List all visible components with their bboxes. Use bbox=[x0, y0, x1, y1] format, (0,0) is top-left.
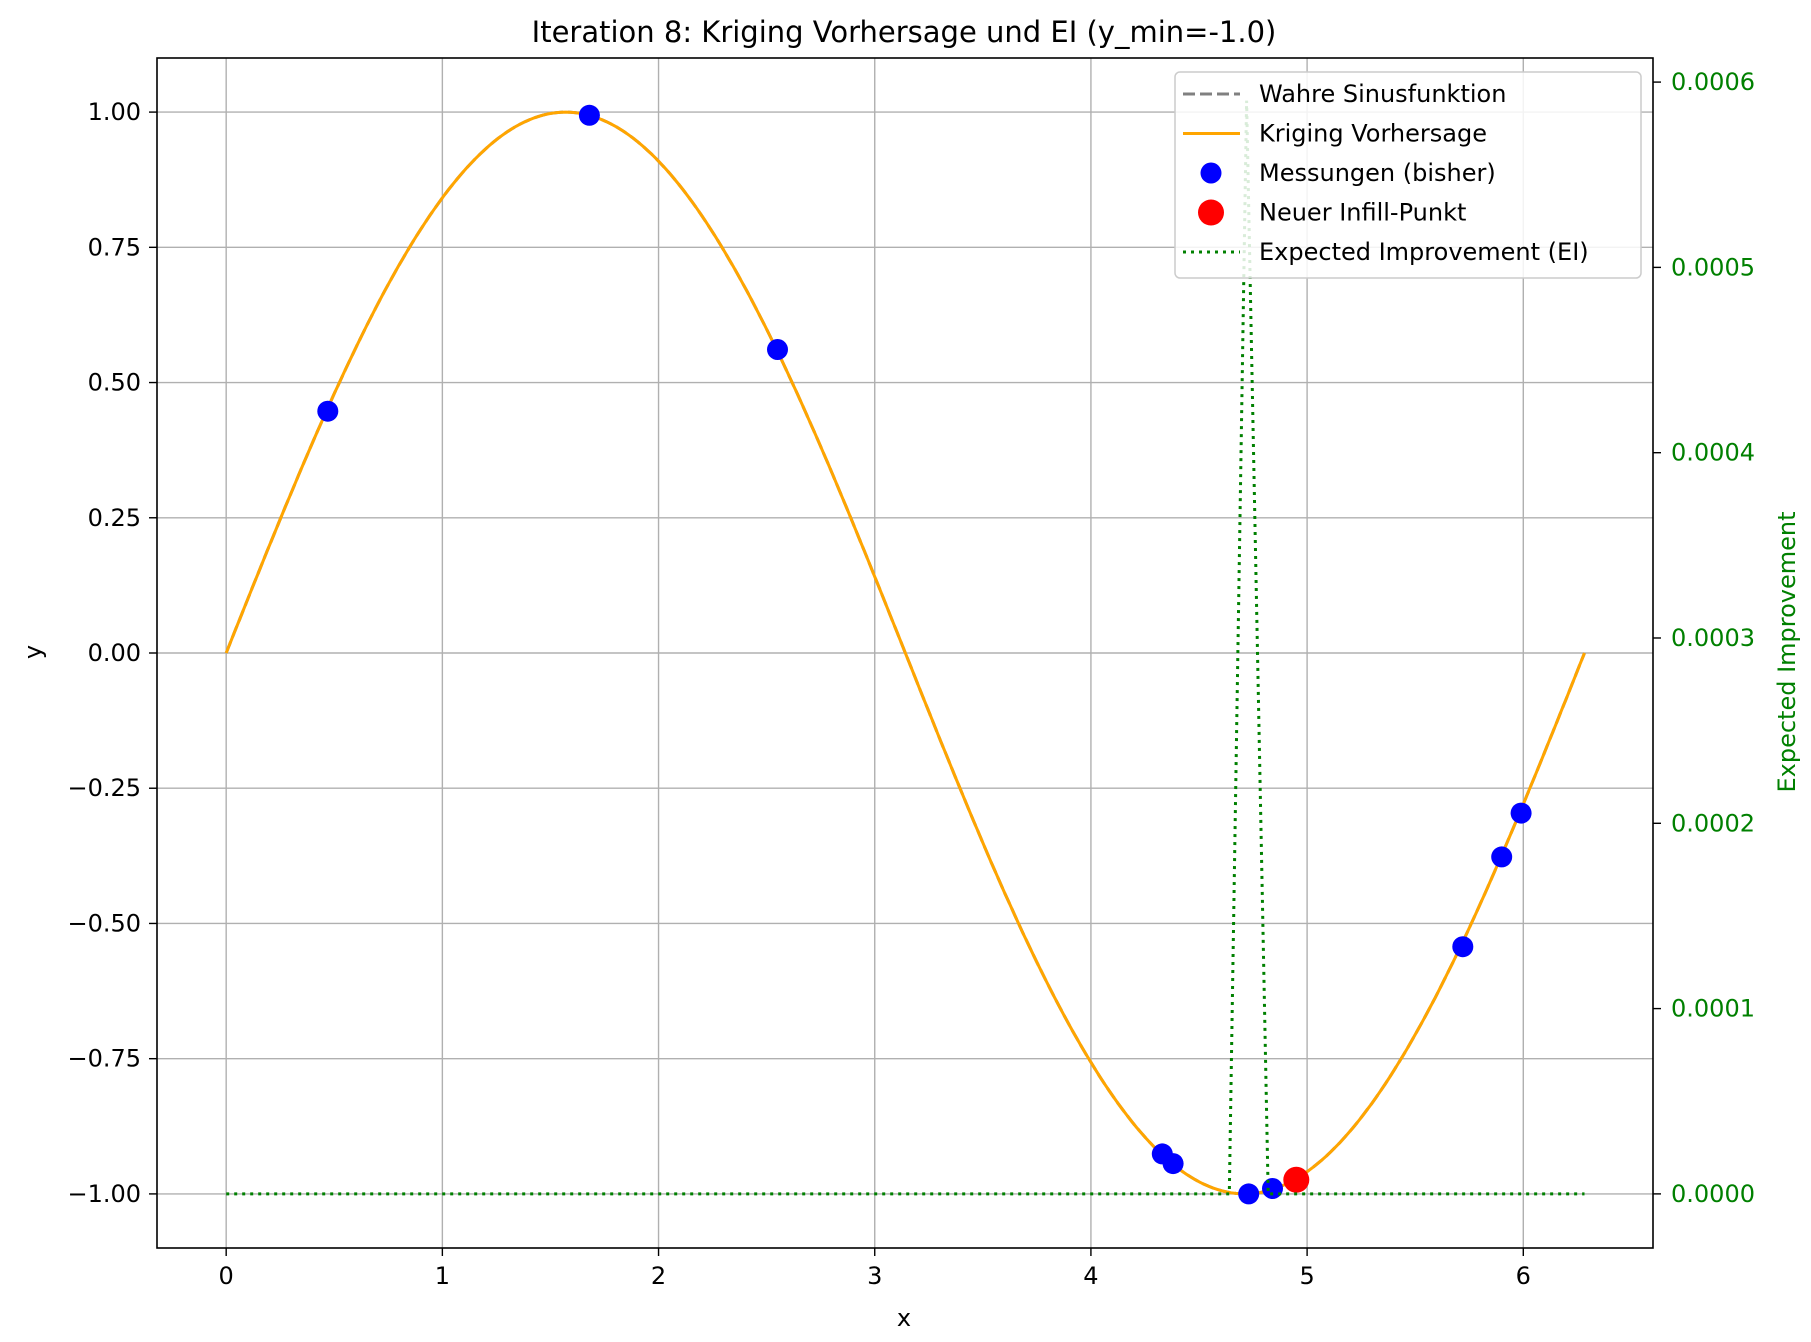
y-tick-label: −0.75 bbox=[67, 1045, 141, 1073]
chart-title: Iteration 8: Kriging Vorhersage und EI (… bbox=[532, 15, 1277, 49]
y2-axis: 0.0000 0.0001 0.0002 0.0003 0.0004 0.0005 0.00… bbox=[1653, 68, 1755, 1208]
y2-tick-label: 0.0004 bbox=[1671, 439, 1755, 467]
x-tick-label: 5 bbox=[1299, 1262, 1314, 1290]
series-2-point bbox=[1238, 1183, 1260, 1205]
x-tick-label: 0 bbox=[219, 1262, 234, 1290]
legend-entry-2-label: Messungen (bisher) bbox=[1259, 159, 1496, 187]
series-3-point bbox=[1283, 1166, 1310, 1193]
x-tick-label: 1 bbox=[435, 1262, 450, 1290]
y-tick-label: −0.25 bbox=[67, 774, 141, 802]
y2-tick-label: 0.0000 bbox=[1671, 1180, 1755, 1208]
legend-entry-3-swatch bbox=[1198, 199, 1224, 226]
series-2-point bbox=[317, 400, 339, 422]
x-tick-label: 6 bbox=[1516, 1262, 1531, 1290]
y-tick-label: −1.00 bbox=[67, 1180, 141, 1208]
y-tick-label: 0.00 bbox=[88, 639, 141, 667]
y-axis-label: y bbox=[19, 645, 47, 659]
y-axis: 1.00 0.75 0.50 0.25 0.00 −0.25 −0.50 −0.75 −1.00 bbox=[67, 98, 157, 1208]
x-tick-label: 2 bbox=[651, 1262, 666, 1290]
y2-axis-label: Expected Improvement bbox=[1773, 511, 1801, 792]
legend: Wahre Sinusfunktion Kriging Vorhersage Mes… bbox=[1174, 71, 1642, 279]
legend-box bbox=[1174, 71, 1642, 279]
series-2-point bbox=[1510, 802, 1532, 824]
series-2-point bbox=[1262, 1178, 1283, 1199]
legend-entry-3-label: Neuer Infill-Punkt bbox=[1259, 199, 1466, 227]
series-2-point bbox=[1491, 846, 1513, 868]
series-2-point bbox=[767, 339, 788, 360]
x-axis-label: x bbox=[897, 1304, 911, 1332]
y-tick-label: 0.25 bbox=[88, 504, 141, 532]
series-2-point bbox=[578, 104, 600, 126]
series-2-point bbox=[1162, 1153, 1184, 1175]
x-axis: 0 1 2 3 4 5 6 bbox=[219, 1248, 1531, 1290]
y2-tick-label: 0.0006 bbox=[1671, 68, 1755, 96]
y-tick-label: −0.50 bbox=[67, 909, 141, 937]
series-1-line bbox=[224, 110, 1586, 1196]
legend-entry-2-swatch bbox=[1200, 162, 1222, 184]
y-tick-label: 1.00 bbox=[88, 98, 141, 126]
y-tick-label: 0.75 bbox=[88, 233, 141, 261]
y2-tick-label: 0.0001 bbox=[1671, 995, 1755, 1023]
y2-tick-label: 0.0003 bbox=[1671, 624, 1755, 652]
series-2-point bbox=[1452, 936, 1474, 958]
legend-entry-1-label: Kriging Vorhersage bbox=[1259, 120, 1487, 148]
legend-entry-4-label: Expected Improvement (EI) bbox=[1259, 238, 1589, 266]
y2-tick-label: 0.0005 bbox=[1671, 253, 1755, 281]
y2-tick-label: 0.0002 bbox=[1671, 809, 1755, 837]
y-tick-label: 0.50 bbox=[88, 369, 141, 397]
grid bbox=[157, 58, 1653, 1248]
legend-entry-0-label: Wahre Sinusfunktion bbox=[1259, 80, 1506, 108]
x-tick-label: 3 bbox=[867, 1262, 882, 1290]
x-tick-label: 4 bbox=[1083, 1262, 1098, 1290]
